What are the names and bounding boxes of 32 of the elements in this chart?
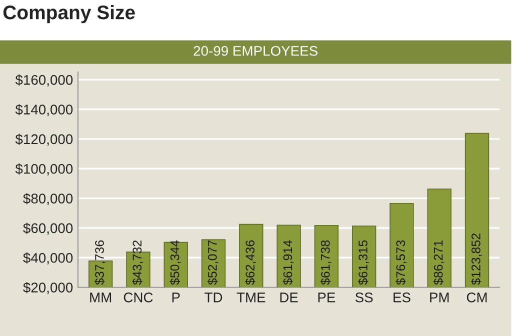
x-tick-label: TD [204, 292, 222, 302]
x-tick-label: CNC [124, 292, 153, 302]
data-label: $61,738 [320, 240, 332, 285]
x-tick-label: TME [236, 292, 266, 302]
x-tick-label: PE [318, 292, 336, 302]
y-tick-label: $40,000 [23, 252, 73, 264]
y-tick-label: $20,000 [23, 282, 73, 294]
chart-title: Company Size [3, 5, 135, 24]
y-tick-label: $140,000 [15, 104, 73, 116]
x-tick-label: ES [394, 292, 410, 302]
x-tick-label: SS [355, 292, 373, 302]
y-tick-label: $80,000 [23, 193, 73, 206]
data-label: $43,732 [132, 240, 144, 285]
y-tick-label: $60,000 [23, 222, 73, 235]
data-label: $61,914 [282, 240, 294, 285]
x-tick-label: DE [280, 292, 298, 302]
x-tick-label: CM [466, 292, 487, 302]
data-label: $76,573 [396, 240, 407, 285]
y-tick-label: $160,000 [15, 74, 73, 86]
x-tick-label: P [172, 292, 180, 302]
data-label: $52,077 [207, 240, 218, 285]
y-tick-label: $100,000 [15, 163, 73, 176]
data-label: $123,852 [470, 234, 482, 285]
x-tick-label: PM [430, 292, 449, 302]
x-tick-label: MM [90, 292, 112, 302]
data-label: $50,344 [170, 240, 181, 285]
data-label: $37,736 [94, 240, 106, 285]
chart-subtitle: 20-99 EMPLOYEES [194, 46, 318, 56]
data-label: $62,436 [245, 240, 256, 285]
data-label: $61,315 [358, 240, 369, 285]
y-tick-label: $120,000 [15, 134, 73, 146]
data-label: $86,271 [433, 240, 444, 285]
